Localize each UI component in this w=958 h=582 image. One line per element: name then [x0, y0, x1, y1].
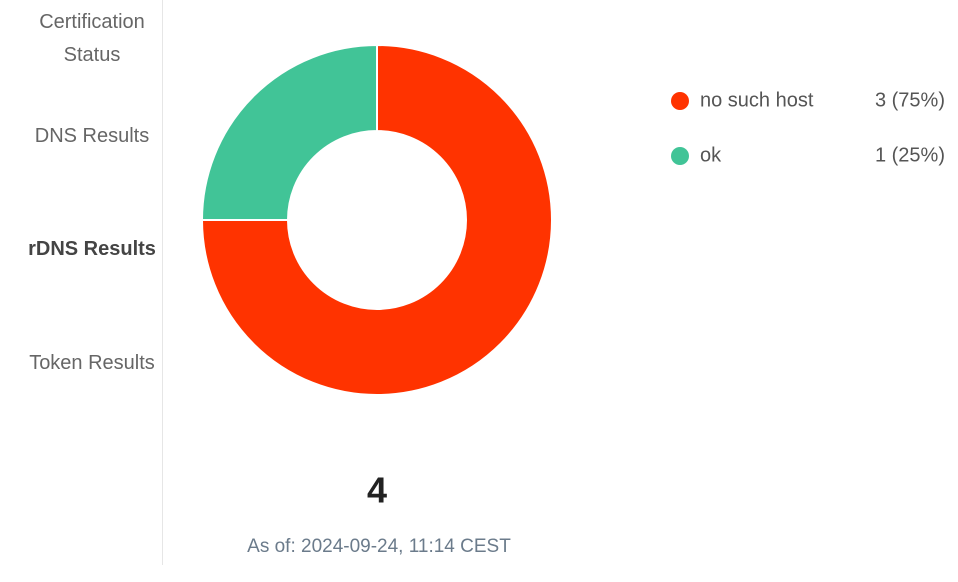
sidebar: Certification Status DNS Results rDNS Resu… — [0, 0, 163, 565]
donut-slice — [200, 43, 378, 221]
donut-slice — [200, 43, 553, 396]
nav-item[interactable]: rDNS Results — [28, 238, 156, 261]
nav-item[interactable]: Certification Status — [39, 11, 145, 66]
nav-item[interactable]: DNS Results — [34, 124, 150, 147]
legend-marker — [671, 92, 689, 110]
nav-item[interactable]: Token Results — [29, 352, 155, 375]
legend-value: 1 (25%) — [875, 144, 945, 166]
legend-label: ok — [700, 144, 722, 166]
legend-label: no such host — [700, 89, 814, 111]
legend-value: 3 (75%) — [875, 89, 945, 111]
total: 4 — [367, 470, 387, 511]
timestamp: As of: 2024-09-24, 11:14 CEST — [247, 536, 511, 557]
legend-marker — [671, 147, 689, 165]
